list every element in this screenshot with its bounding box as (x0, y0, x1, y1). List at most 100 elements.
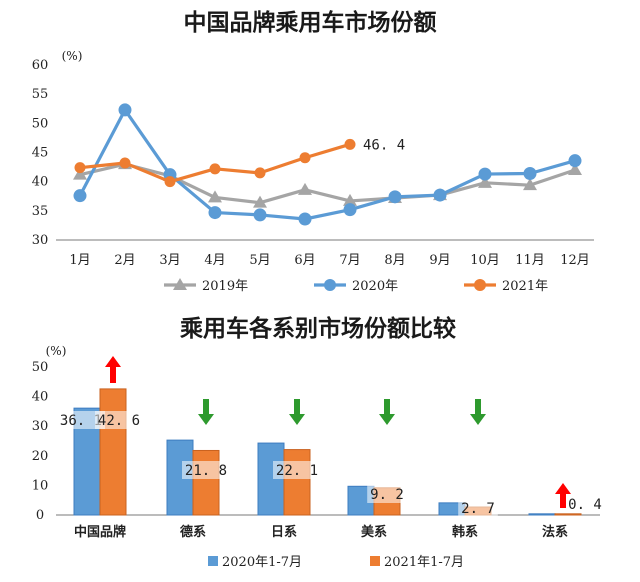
data-label-bg (95, 411, 143, 429)
series-marker (254, 167, 266, 179)
y-tick-label: 50 (32, 116, 49, 131)
data-label-bg (57, 411, 105, 429)
series-marker (343, 203, 357, 217)
y-tick-label: 35 (32, 204, 49, 219)
bar (554, 513, 582, 516)
trend-arrow-down (289, 399, 305, 425)
data-label: 42. 6 (98, 413, 140, 429)
trend-arrow-down (379, 399, 395, 425)
series-marker (478, 167, 492, 181)
bar (99, 388, 127, 516)
series-marker (164, 176, 176, 188)
legend-label: 2019年 (202, 279, 248, 294)
series-marker (119, 157, 131, 169)
category-label: 法系 (542, 524, 568, 540)
data-label-bg (565, 495, 605, 513)
series-marker (253, 208, 267, 222)
legend-label: 2020年1-7月 (222, 555, 302, 570)
series-marker (568, 163, 582, 175)
y-tick-label: 45 (32, 146, 49, 161)
x-tick-label: 6月 (294, 253, 315, 268)
category-label: 日系 (271, 524, 297, 540)
y-tick-label: 60 (32, 58, 49, 73)
y-tick-label: 40 (32, 175, 49, 190)
series-marker (433, 188, 447, 202)
x-tick-label: 1月 (69, 253, 90, 268)
x-tick-label: 3月 (159, 253, 180, 268)
legend-label: 2021年1-7月 (384, 555, 464, 570)
data-label-bg (182, 461, 230, 479)
x-tick-label: 12月 (560, 253, 590, 268)
data-label: 36. 1 (60, 413, 102, 429)
line-chart-legend: 2019年 2020年 2021年 (164, 278, 548, 294)
legend-swatch-marker (173, 278, 187, 290)
x-tick-label: 9月 (429, 253, 450, 268)
line-chart-x-ticks: 1月 2月 3月 4月 5月 6月 7月 8月 9月 10月 11月 12月 (69, 253, 589, 268)
data-label-bg (458, 499, 498, 517)
y-tick-label: 30 (32, 419, 49, 434)
x-tick-label: 5月 (249, 253, 270, 268)
bar-chart-legend: 2020年1-7月 2021年1-7月 (208, 555, 464, 570)
bar (528, 513, 556, 516)
bar-chart-categories: 中国品牌 德系 日系 美系 韩系 法系 (74, 524, 568, 540)
data-label: 2. 7 (461, 501, 495, 517)
legend-swatch-marker (324, 279, 336, 291)
x-tick-label: 7月 (339, 253, 360, 268)
series-marker (298, 182, 312, 195)
category-label: 韩系 (452, 524, 478, 540)
line-chart-y-unit: (%) (62, 49, 83, 63)
category-label: 德系 (180, 524, 206, 540)
y-tick-label: 55 (32, 87, 49, 102)
x-tick-label: 11月 (515, 253, 545, 268)
series-marker (73, 189, 87, 203)
category-label: 中国品牌 (74, 524, 126, 540)
legend-swatch (208, 556, 218, 566)
annotation-label: 46. 4 (363, 137, 405, 153)
y-tick-label: 30 (32, 233, 49, 248)
legend-label: 2021年 (502, 279, 548, 294)
trend-arrow-up (105, 356, 121, 383)
legend-swatch (370, 556, 380, 566)
bar-chart-title: 乘用车各系别市场份额比较 (179, 315, 456, 342)
x-tick-label: 8月 (384, 253, 405, 268)
series-marker (568, 154, 582, 168)
series-marker (74, 162, 86, 174)
data-label: 22. 1 (276, 463, 318, 479)
y-tick-label: 0 (36, 508, 44, 523)
series-line (78, 108, 576, 221)
x-tick-label: 4月 (204, 253, 225, 268)
line-chart-annotations: 46. 4 (363, 137, 405, 153)
x-tick-label: 10月 (470, 253, 500, 268)
data-label: 0. 4 (568, 497, 602, 513)
series-marker (388, 190, 402, 204)
series-marker (208, 206, 222, 220)
y-tick-label: 40 (32, 390, 49, 405)
data-label: 21. 8 (185, 463, 227, 479)
series-marker (299, 152, 311, 164)
bar-chart-data-labels: 36. 142. 6 21. 8 22. 1 9. 2 2. 7 0. 4 (57, 411, 605, 517)
bar-chart-y-unit: (%) (46, 344, 67, 358)
bar (257, 442, 285, 516)
line-chart-title: 中国品牌乘用车市场份额 (184, 9, 437, 36)
series-marker (343, 193, 357, 206)
series-marker (118, 103, 132, 117)
series-marker (208, 190, 222, 203)
series-marker (478, 175, 492, 188)
bar (283, 449, 311, 516)
series-marker (298, 212, 312, 226)
y-tick-label: 20 (32, 449, 49, 464)
series-marker (73, 167, 87, 180)
series-marker (523, 178, 537, 191)
y-tick-label: 10 (32, 478, 49, 493)
series-marker (523, 167, 537, 180)
trend-arrow-down (470, 399, 486, 425)
bar-chart-trend-arrows (105, 356, 571, 508)
bar-chart-y-ticks: 0 10 20 30 40 50 (32, 360, 49, 523)
bar (192, 449, 220, 516)
series-marker (253, 195, 267, 208)
series-line (79, 162, 576, 205)
trend-arrow-down (198, 399, 214, 425)
series-marker (344, 138, 356, 150)
x-tick-label: 2月 (114, 253, 135, 268)
trend-arrow-up (555, 483, 571, 508)
